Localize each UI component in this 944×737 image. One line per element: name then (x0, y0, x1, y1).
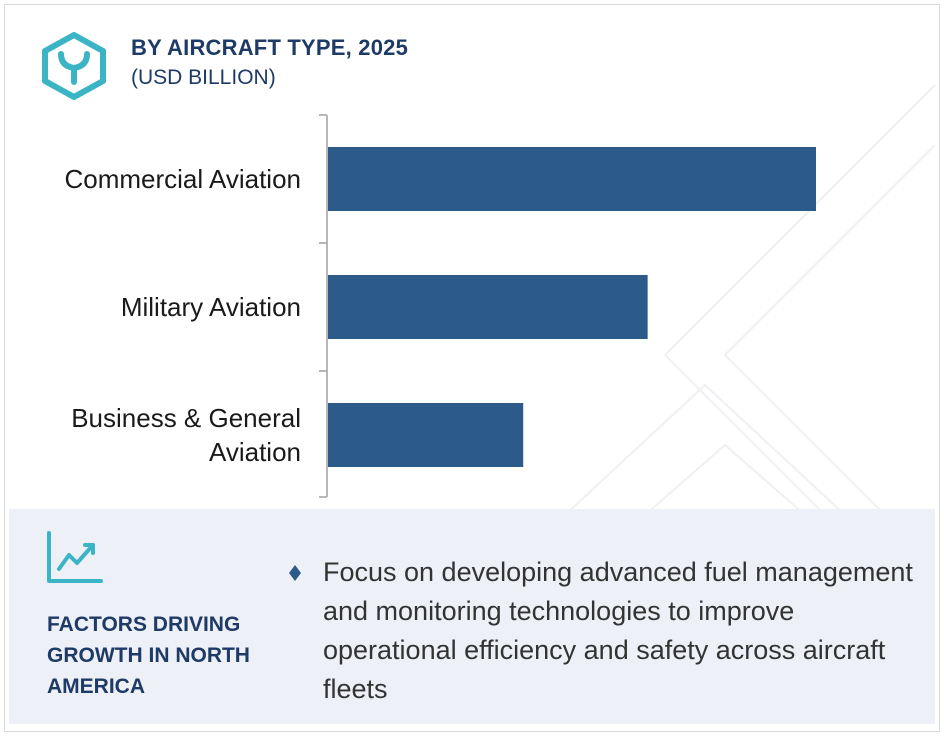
bar-0 (328, 147, 816, 211)
bar-2 (328, 403, 524, 467)
hexagon-y-logo-icon (42, 32, 106, 100)
factors-panel: FACTORS DRIVING GROWTH IN NORTH AMERICA … (9, 509, 935, 724)
chart-subtitle: (USD BILLION) (131, 66, 276, 89)
category-label: Military Aviation (121, 292, 301, 322)
category-label: Business & General Aviation (71, 403, 301, 467)
trend-line-chart-icon (47, 531, 103, 583)
bar-chart: Commercial Aviation Military Aviation Busi… (64, 114, 816, 498)
bar-1 (328, 275, 648, 339)
category-label: Commercial Aviation (64, 164, 301, 194)
factor-bullet-text: Focus on developing advanced fuel manage… (323, 557, 913, 704)
chart-title: BY AIRCRAFT TYPE, 2025 (131, 35, 409, 60)
infographic-card: BY AIRCRAFT TYPE, 2025 (USD BILLION) Com… (4, 4, 940, 732)
background-decoration (564, 84, 936, 626)
diamond-bullet-icon (289, 565, 301, 581)
factors-title: FACTORS DRIVING GROWTH IN NORTH AMERICA (47, 613, 250, 698)
